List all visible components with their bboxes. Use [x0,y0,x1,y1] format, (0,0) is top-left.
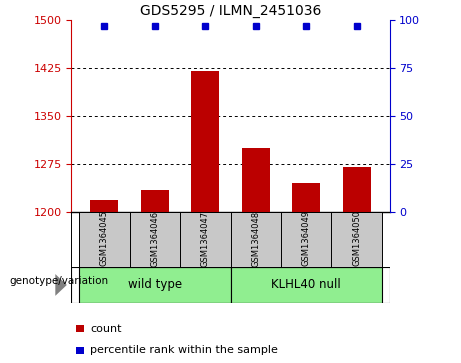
Bar [343,167,371,212]
Text: GSM1364049: GSM1364049 [302,211,311,266]
Bar [79,212,130,267]
Text: GSM1364047: GSM1364047 [201,211,210,266]
Text: GSM1364045: GSM1364045 [100,211,109,266]
Text: GSM1364046: GSM1364046 [150,211,159,266]
Text: percentile rank within the sample: percentile rank within the sample [90,345,278,355]
Text: GSM1364048: GSM1364048 [251,211,260,266]
Bar [242,148,270,212]
Bar [79,267,230,303]
Polygon shape [55,274,67,296]
Bar [191,71,219,212]
Bar [130,212,180,267]
Bar [230,212,281,267]
Bar [292,183,320,212]
Title: GDS5295 / ILMN_2451036: GDS5295 / ILMN_2451036 [140,4,321,17]
Text: wild type: wild type [128,278,182,291]
Bar [281,212,331,267]
Bar [331,212,382,267]
Bar [90,200,118,212]
Text: count: count [90,323,121,334]
Text: genotype/variation: genotype/variation [9,276,108,286]
Bar [141,190,169,212]
Bar [230,267,382,303]
Text: GSM1364050: GSM1364050 [352,211,361,266]
Bar [180,212,230,267]
Text: KLHL40 null: KLHL40 null [272,278,341,291]
